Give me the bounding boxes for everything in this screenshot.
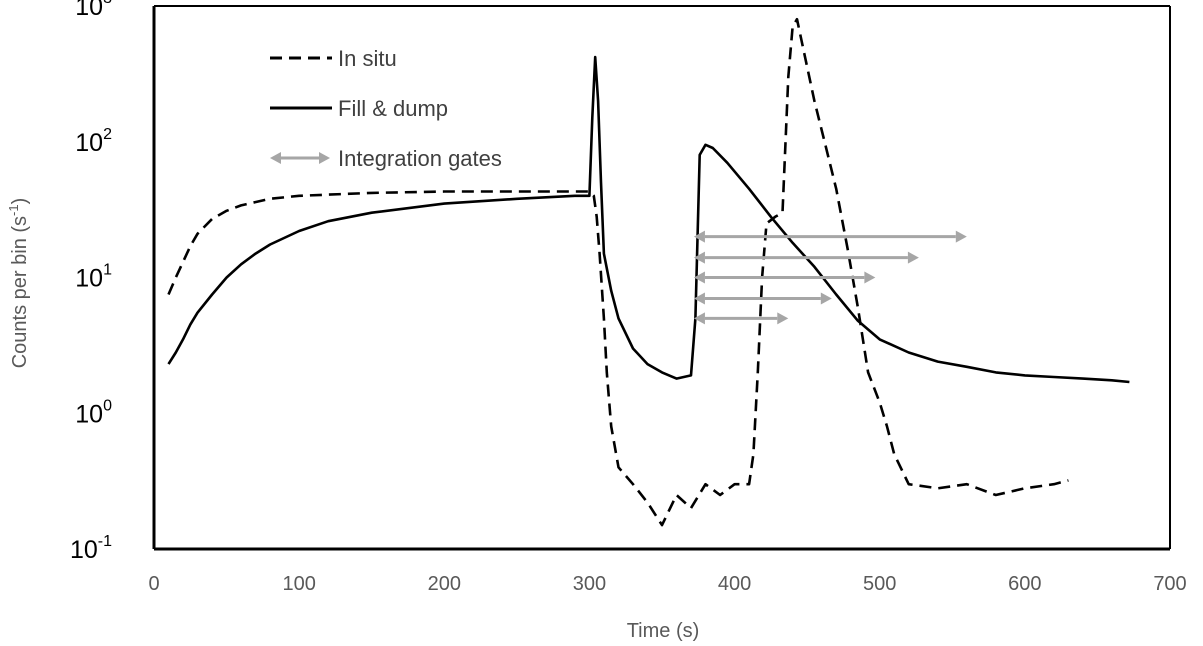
- integration-gate-4: [693, 312, 789, 325]
- legend-label-0: In situ: [338, 46, 397, 71]
- y-axis-title-close: ): [9, 198, 31, 205]
- y-axis-title: Counts per bin (s-1): [6, 198, 31, 369]
- legend-item-0: In situ: [270, 46, 397, 71]
- x-axis-title: Time (s): [627, 620, 700, 642]
- integration-gate-3: [693, 292, 832, 305]
- legend-item-1: Fill & dump: [270, 96, 448, 121]
- integration-gates-layer: [693, 230, 967, 325]
- legend: In situ Fill & dump Integration gates: [270, 46, 502, 171]
- y-axis-title-main: Counts per bin (s: [9, 216, 31, 368]
- series-line-fill-and-dump: [167, 55, 1130, 384]
- axes-layer: [152, 5, 1171, 551]
- y-axis-title-sup: -1: [6, 204, 21, 216]
- y-tick-label-0: 10-1: [70, 533, 112, 564]
- y-tick-label-3: 102: [75, 126, 112, 157]
- legend-label-2: Integration gates: [338, 146, 502, 171]
- x-tick-label-0: 0: [148, 573, 159, 595]
- y-tick-label-2: 101: [75, 262, 112, 293]
- x-tick-label-4: 400: [718, 573, 751, 595]
- legend-item-2: Integration gates: [270, 146, 502, 171]
- integration-gate-2: [693, 271, 876, 284]
- x-tick-label-3: 300: [573, 573, 606, 595]
- x-tick-label-2: 200: [428, 573, 461, 595]
- x-tick-label-1: 100: [282, 573, 315, 595]
- y-tick-label-4: 103: [75, 0, 112, 21]
- legend-label-1: Fill & dump: [338, 96, 448, 121]
- x-tick-label-7: 700: [1153, 573, 1186, 595]
- series-line-in-situ: [167, 17, 1069, 527]
- plot-area: [167, 17, 1130, 527]
- ticks-layer: 0 100 200 300 400 500 600 700 10-1 100 101 102 103: [70, 0, 1187, 595]
- x-tick-label-5: 500: [863, 573, 896, 595]
- integration-gate-0: [693, 230, 967, 243]
- y-tick-label-1: 100: [75, 397, 112, 428]
- integration-gate-1: [693, 251, 919, 264]
- x-tick-label-6: 600: [1008, 573, 1041, 595]
- legend-swatch-gates: [270, 152, 330, 164]
- series-layer: [167, 17, 1130, 527]
